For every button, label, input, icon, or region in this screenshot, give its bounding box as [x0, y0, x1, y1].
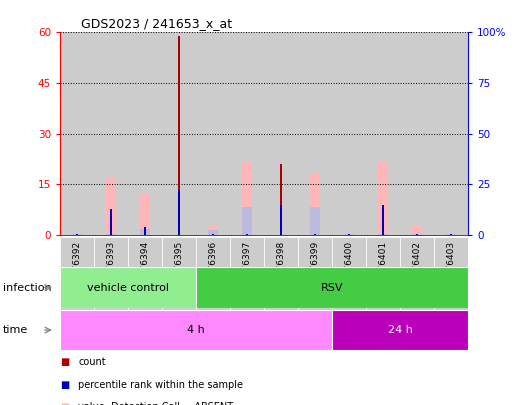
Text: GSM76392: GSM76392 [73, 241, 82, 290]
Bar [280, 205, 282, 235]
Bar [264, 237, 298, 314]
Bar [128, 32, 162, 235]
Bar [366, 237, 400, 314]
Bar [76, 234, 78, 235]
Text: RSV: RSV [321, 283, 344, 292]
Text: GSM76394: GSM76394 [141, 241, 150, 290]
Text: GSM76395: GSM76395 [175, 241, 184, 290]
Bar [416, 234, 418, 235]
Bar [446, 234, 456, 235]
Bar [280, 164, 282, 235]
Text: GSM76396: GSM76396 [209, 241, 218, 290]
Bar [208, 230, 218, 235]
Text: GSM76398: GSM76398 [277, 241, 286, 290]
Bar [332, 310, 468, 350]
Bar [412, 234, 422, 235]
Bar [310, 174, 320, 235]
Bar [344, 234, 354, 235]
Text: count: count [78, 358, 106, 367]
Text: 4 h: 4 h [187, 325, 205, 335]
Bar [140, 229, 150, 235]
Text: GSM76402: GSM76402 [413, 241, 422, 290]
Bar [144, 227, 146, 235]
Bar [298, 32, 332, 235]
Text: GSM76393: GSM76393 [107, 241, 116, 290]
Bar [110, 209, 112, 235]
Bar [242, 207, 252, 235]
Bar [94, 237, 128, 314]
Bar [76, 234, 78, 235]
Bar [450, 234, 452, 235]
Bar [246, 234, 248, 235]
Bar [450, 234, 452, 235]
Text: ■: ■ [60, 380, 70, 390]
Bar [264, 32, 298, 235]
Bar [382, 205, 384, 235]
Bar [378, 161, 388, 235]
Bar [246, 234, 248, 235]
Bar [196, 267, 468, 308]
Bar [212, 234, 214, 235]
Bar [366, 32, 400, 235]
Bar [106, 177, 116, 235]
Bar [310, 207, 320, 235]
Bar [128, 237, 162, 314]
Bar [196, 32, 230, 235]
Bar [60, 267, 196, 308]
Bar [332, 32, 366, 235]
Text: GSM76403: GSM76403 [447, 241, 456, 290]
Bar [144, 234, 146, 235]
Bar [60, 310, 332, 350]
Text: GDS2023 / 241653_x_at: GDS2023 / 241653_x_at [81, 17, 232, 30]
Text: GSM76397: GSM76397 [243, 241, 252, 290]
Bar [162, 237, 196, 314]
Bar [400, 32, 434, 235]
Bar [434, 237, 468, 314]
Bar [378, 234, 388, 235]
Bar [162, 32, 196, 235]
Bar [110, 234, 112, 235]
Text: infection: infection [3, 283, 51, 292]
Bar [446, 234, 456, 235]
Text: 24 h: 24 h [388, 325, 413, 335]
Bar [416, 234, 418, 235]
Text: vehicle control: vehicle control [87, 283, 169, 292]
Bar [106, 234, 116, 235]
Bar [230, 32, 264, 235]
Bar [72, 234, 82, 235]
Bar [314, 234, 316, 235]
Text: ■: ■ [60, 358, 70, 367]
Bar [314, 234, 316, 235]
Text: value, Detection Call = ABSENT: value, Detection Call = ABSENT [78, 402, 234, 405]
Bar [94, 32, 128, 235]
Bar [242, 161, 252, 235]
Bar [348, 234, 350, 235]
Bar [400, 237, 434, 314]
Bar [60, 237, 94, 314]
Bar [412, 225, 422, 235]
Text: GSM76399: GSM76399 [311, 241, 320, 290]
Text: GSM76401: GSM76401 [379, 241, 388, 290]
Bar [60, 32, 94, 235]
Bar [178, 190, 180, 235]
Bar [196, 237, 230, 314]
Bar [344, 234, 354, 235]
Bar [434, 32, 468, 235]
Bar [332, 237, 366, 314]
Bar [348, 234, 350, 235]
Bar [382, 234, 384, 235]
Bar [208, 225, 218, 235]
Text: ■: ■ [60, 402, 70, 405]
Bar [140, 194, 150, 235]
Bar [178, 36, 180, 235]
Bar [72, 234, 82, 235]
Text: time: time [3, 325, 28, 335]
Text: GSM76400: GSM76400 [345, 241, 354, 290]
Bar [212, 234, 214, 235]
Text: percentile rank within the sample: percentile rank within the sample [78, 380, 243, 390]
Bar [230, 237, 264, 314]
Bar [298, 237, 332, 314]
